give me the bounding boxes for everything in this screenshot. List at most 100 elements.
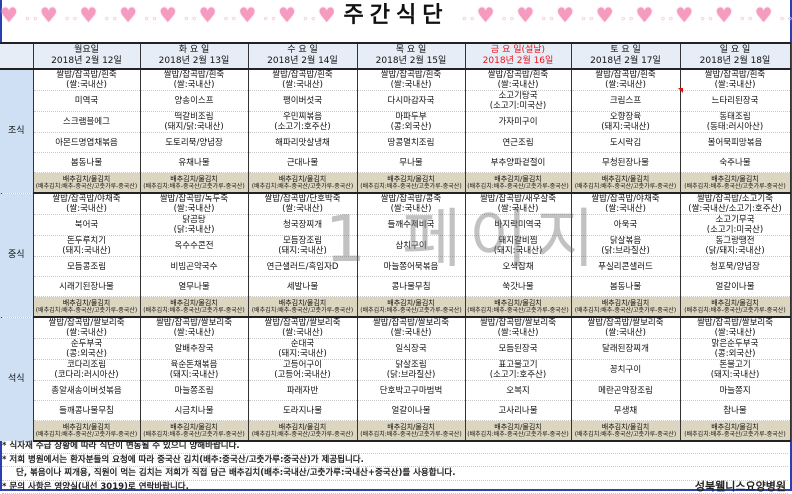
dish-name: 쌀밥/잡곡밥/콩죽 <box>358 194 465 204</box>
kimchi-name: 배추김치/물김치 <box>358 423 465 431</box>
dish-name: 무청된장나물 <box>572 158 680 168</box>
dish-name: 닭곰탕 <box>141 215 248 225</box>
day-date: 2018년 2월 13일 <box>141 56 248 67</box>
dish-name: 얼갈이나물 <box>358 406 465 416</box>
menu-cell: 쌀밥/잡곡밥/흰죽(쌀:국내산) <box>571 69 680 91</box>
dish-origin: (콩:외국산) <box>358 122 465 132</box>
dish-origin: (쌀:국내산) <box>249 204 357 214</box>
dish-name: 열무나물 <box>141 282 248 292</box>
corner-cell <box>0 43 33 69</box>
page-title: 주간식단 <box>0 2 792 30</box>
menu-cell: 메란곤약장조림 <box>571 381 680 401</box>
menu-cell: 닭곰탕(닭:국내산) <box>140 215 248 236</box>
dish-origin: (쌀:국내산) <box>572 204 680 214</box>
dish-name: 돈두루치기 <box>34 236 140 246</box>
menu-cell: 봄동나물 <box>571 277 680 297</box>
menu-cell: 파래자반 <box>248 381 357 401</box>
menu-cell: 숙주나물 <box>680 153 790 173</box>
comment-marker-icon[interactable] <box>678 88 683 93</box>
menu-cell: 쌀밥/잡곡밥/녹두죽(쌀:국내산) <box>140 193 248 215</box>
kimchi-cell: 배추김치/물김치(배추김치:배추-중국산/고춧가루-중국산) <box>357 173 465 194</box>
dish-name: 쌀밥/잡곡밥/쌀보리죽 <box>358 318 465 328</box>
kimchi-cell: 배추김치/물김치(배추김치:배추-중국산/고춧가루-중국산) <box>33 421 140 442</box>
dish-origin: (쌀:국내산) <box>249 328 357 338</box>
dish-name: 우민찌볶음 <box>249 112 357 122</box>
menu-cell: 고사리나물 <box>465 401 571 421</box>
dish-name: 쌀밥/잡곡밥/소고기죽 <box>681 194 790 204</box>
day-name: 화 요 일 <box>141 45 248 56</box>
dish-name: 비빔곤약국수 <box>141 262 248 272</box>
menu-cell: 북어국 <box>33 215 140 236</box>
dish-name: 해파리맛살냉채 <box>249 138 357 148</box>
kimchi-cell: 배추김치/물김치(배추김치:배추-중국산/고춧가루-중국산) <box>248 297 357 318</box>
menu-cell: 쌀밥/잡곡밥/흰죽(쌀:국내산) <box>680 69 790 91</box>
dish-name: 도토리묵/양념장 <box>141 138 248 148</box>
kimchi-cell: 배추김치/물김치(배추김치:배추-중국산/고춧가루-중국산) <box>680 297 790 318</box>
dish-name: 청포묵/양념장 <box>681 262 790 272</box>
kimchi-name: 배추김치/물김치 <box>34 299 140 307</box>
dish-origin: (닭:브라질산) <box>572 246 680 256</box>
day-name: 금 요 일(설날) <box>466 45 571 56</box>
dish-origin: (쌀:국내산) <box>141 204 248 214</box>
dish-name: 고등어구이 <box>249 360 357 370</box>
menu-cell: 시금치나물 <box>140 401 248 421</box>
dish-origin: (돼지:국내산) <box>141 370 248 380</box>
day-name: 수 요 일 <box>249 45 357 56</box>
menu-row: 코다리조림(코다리:러시아산)육순돈채볶음(돼지:국내산)고등어구이(고등어:국… <box>0 360 790 381</box>
dish-name: 느타리된장국 <box>681 96 790 106</box>
dish-name: 양송이스프 <box>141 96 248 106</box>
menu-cell: 마늘쫑조림 <box>140 381 248 401</box>
dish-origin: (쌀:국내산) <box>681 80 790 90</box>
kimchi-name: 배추김치/물김치 <box>249 423 357 431</box>
day-date: 2018년 2월 14일 <box>249 56 357 67</box>
menu-cell: 유채나물 <box>140 153 248 173</box>
dish-origin: (고등어:국내산) <box>249 370 357 380</box>
dish-name: 마늘쫑지 <box>681 386 790 396</box>
menu-cell: 일식장국 <box>357 339 465 360</box>
kimchi-origin: (배추김치:배추-중국산/고춧가루-중국산) <box>466 307 571 315</box>
dish-origin: (쌀:국내산) <box>358 204 465 214</box>
footer-note: 단, 볶음이나 찌개용, 직원이 먹는 김치는 저희가 직접 담근 배추김치(배… <box>2 467 788 481</box>
meal-label: 중식 <box>0 193 33 317</box>
kimchi-cell: 배추김치/물김치(배추김치:배추-중국산/고춧가루-중국산) <box>140 297 248 318</box>
meal-label: 조식 <box>0 69 33 193</box>
kimchi-name: 배추김치/물김치 <box>466 175 571 183</box>
kimchi-origin: (배추김치:배추-중국산/고춧가루-중국산) <box>358 431 465 439</box>
kimchi-origin: (배추김치:배추-중국산/고춧가루-중국산) <box>34 307 140 315</box>
menu-cell: 아욱국 <box>571 215 680 236</box>
dish-name: 쌀밥/잡곡밥/쌀보리죽 <box>141 318 248 328</box>
dish-name: 소고기탕국 <box>466 91 571 101</box>
menu-cell: 돈두루치기(돼지:국내산) <box>33 236 140 257</box>
kimchi-name: 배추김치/물김치 <box>358 299 465 307</box>
dish-name: 달래된장찌개 <box>572 344 680 354</box>
kimchi-cell: 배추김치/물김치(배추김치:배추-중국산/고춧가루-중국산) <box>140 173 248 194</box>
dish-name: 떡갈비조림 <box>141 112 248 122</box>
kimchi-cell: 배추김치/물김치(배추김치:배추-중국산/고춧가루-중국산) <box>571 421 680 442</box>
dish-name: 소고기무국 <box>681 215 790 225</box>
dish-name: 도시락김 <box>572 138 680 148</box>
menu-cell: 들깨콩나물무침 <box>33 401 140 421</box>
menu-cell: 쌀밥/잡곡밥/야채죽(쌀:국내산) <box>571 193 680 215</box>
kimchi-cell: 배추김치/물김치(배추김치:배추-중국산/고춧가루-중국산) <box>680 173 790 194</box>
dish-name: 쌀밥/잡곡밥/쌀보리죽 <box>466 318 571 328</box>
dish-origin: (닭:브라질산) <box>358 370 465 380</box>
menu-cell: 쌀밥/잡곡밥/콩죽(쌀:국내산) <box>357 193 465 215</box>
dish-name: 닭살볶음 <box>572 236 680 246</box>
dish-name: 쌀밥/잡곡밥/흰죽 <box>466 70 571 80</box>
menu-cell: 볼어묵피망볶음 <box>680 133 790 153</box>
dish-name: 모듬콩조림 <box>34 262 140 272</box>
menu-cell: 코다리조림(코다리:러시아산) <box>33 360 140 381</box>
dish-name: 쌀밥/잡곡밥/흰죽 <box>681 70 790 80</box>
dish-name: 스크램블에그 <box>34 117 140 127</box>
menu-cell: 다시마감자국 <box>357 91 465 112</box>
dish-name: 근대나물 <box>249 158 357 168</box>
day-name: 토 요 일 <box>572 45 680 56</box>
menu-cell: 옥수수콘전 <box>140 236 248 257</box>
dish-name: 볼어묵피망볶음 <box>681 138 790 148</box>
dish-name: 아욱국 <box>572 220 680 230</box>
menu-cell: 동그랑땡전(닭/돼지:국내산) <box>680 236 790 257</box>
